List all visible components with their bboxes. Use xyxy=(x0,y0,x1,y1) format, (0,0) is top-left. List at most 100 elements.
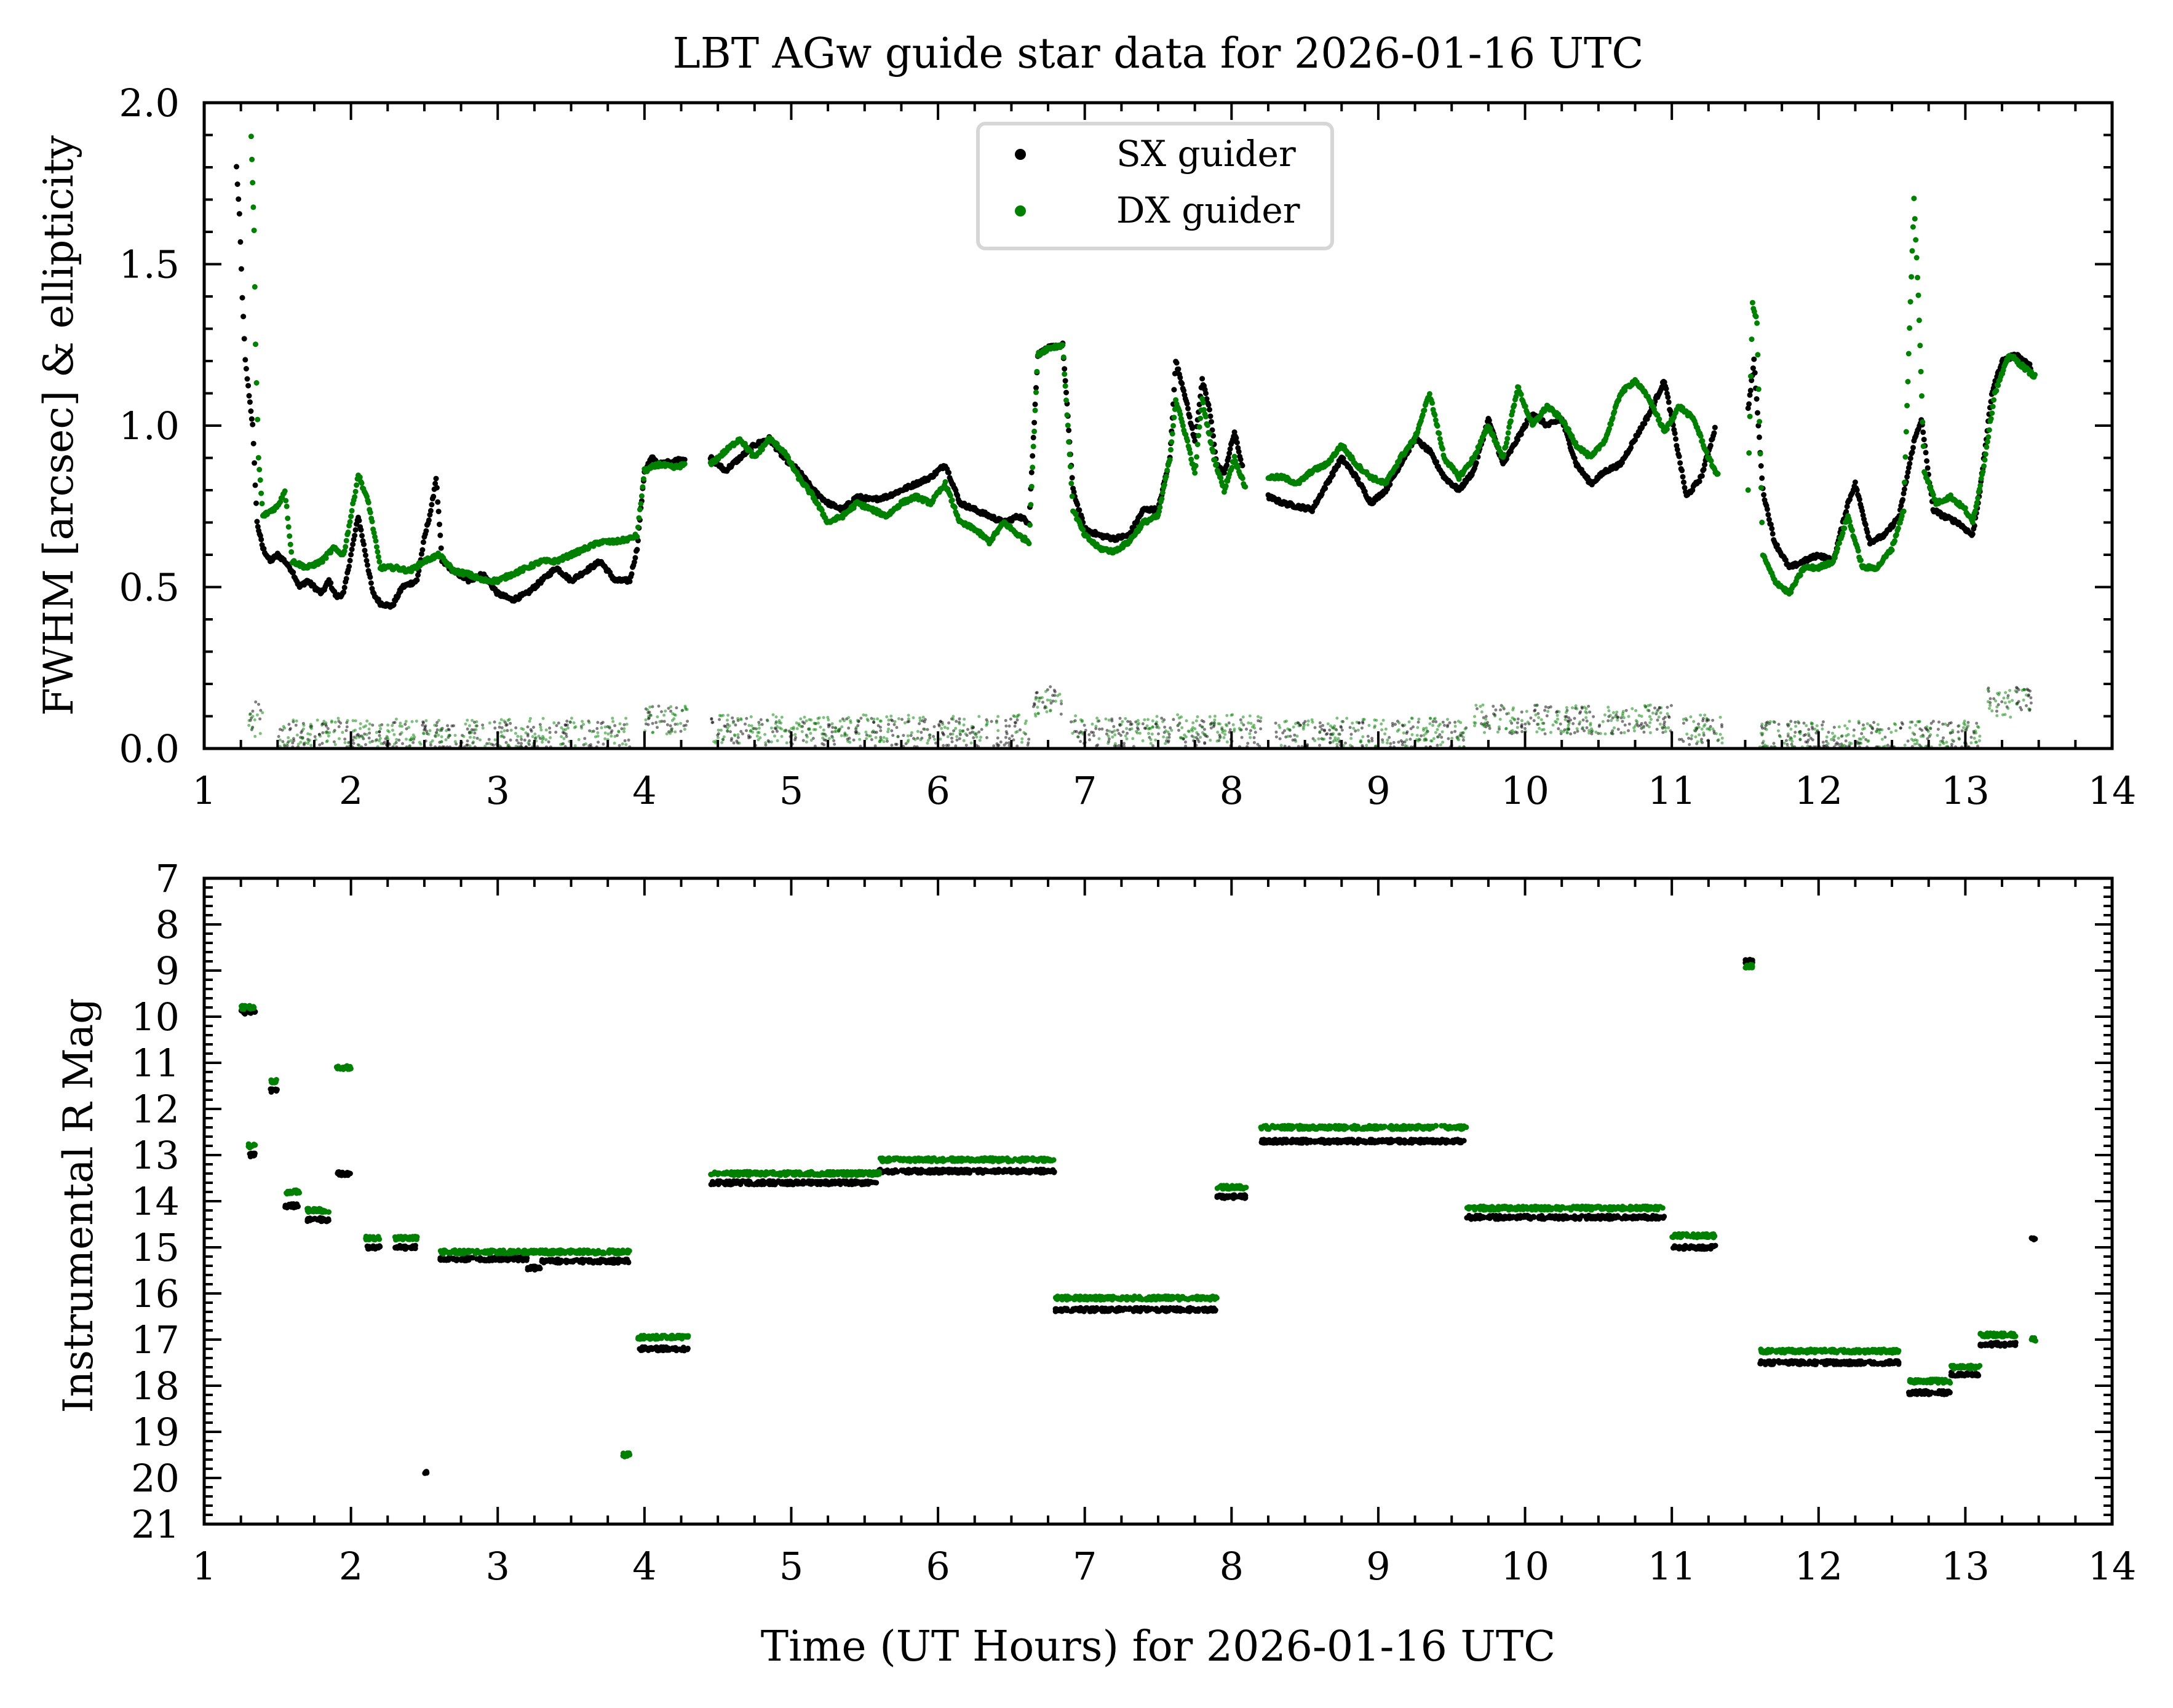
data-point xyxy=(418,551,424,557)
data-point xyxy=(254,700,258,704)
data-point xyxy=(909,734,913,737)
data-point xyxy=(1920,443,1926,450)
data-point xyxy=(1143,726,1146,730)
data-point xyxy=(253,380,260,386)
data-point xyxy=(749,735,752,739)
data-point xyxy=(362,547,368,554)
data-point xyxy=(509,738,512,742)
data-point xyxy=(1026,541,1032,547)
data-point xyxy=(1962,505,1968,511)
data-point xyxy=(1720,725,1723,729)
data-point xyxy=(432,480,439,487)
data-point xyxy=(718,718,721,721)
data-point xyxy=(1203,741,1207,744)
data-point xyxy=(1669,704,1673,707)
data-point xyxy=(435,728,439,732)
data-point xyxy=(250,440,256,447)
data-point xyxy=(288,727,292,730)
data-point xyxy=(1559,722,1562,726)
data-point xyxy=(1013,725,1017,728)
data-point xyxy=(252,482,258,488)
data-point xyxy=(1194,442,1201,448)
data-point xyxy=(1909,274,1915,280)
data-point xyxy=(246,393,252,399)
data-point xyxy=(1227,446,1233,452)
data-point xyxy=(1910,445,1916,451)
data-point xyxy=(980,728,983,731)
data-point xyxy=(1755,410,1760,416)
data-point xyxy=(1972,508,1978,514)
data-point xyxy=(1416,720,1420,724)
data-point xyxy=(343,576,349,582)
data-point xyxy=(1982,451,1988,457)
data-point xyxy=(1677,460,1683,466)
data-point xyxy=(1887,727,1891,731)
data-point xyxy=(926,728,929,731)
data-point xyxy=(352,488,359,495)
data-point xyxy=(1969,736,1973,739)
data-point xyxy=(1194,454,1200,460)
data-point xyxy=(1135,726,1139,729)
data-point xyxy=(281,740,285,744)
data-point xyxy=(1858,557,1864,563)
data-point xyxy=(745,729,748,733)
data-point xyxy=(972,736,975,739)
data-point xyxy=(996,736,999,740)
data-point xyxy=(349,507,355,514)
data-point xyxy=(1129,723,1132,726)
data-point xyxy=(1789,720,1793,723)
data-point xyxy=(1117,732,1121,736)
data-point xyxy=(1443,723,1446,727)
data-point xyxy=(1009,717,1012,721)
data-point xyxy=(1157,504,1163,510)
data-point xyxy=(890,744,894,747)
data-point xyxy=(1059,712,1063,716)
data-point xyxy=(1974,499,1980,506)
data-point xyxy=(1436,431,1442,437)
data-point xyxy=(1904,474,1910,480)
data-point xyxy=(253,341,258,348)
data-point xyxy=(1063,397,1069,403)
data-point xyxy=(1571,722,1575,725)
data-point xyxy=(368,580,374,586)
data-point xyxy=(1749,336,1755,343)
data-point xyxy=(1283,729,1286,733)
data-point xyxy=(1329,736,1332,740)
data-point xyxy=(236,211,242,217)
data-point xyxy=(1902,454,1909,460)
data-point xyxy=(526,734,530,737)
data-point xyxy=(1747,413,1753,419)
data-point xyxy=(1712,424,1718,431)
data-point xyxy=(255,416,261,423)
data-point xyxy=(954,744,958,748)
data-point xyxy=(1794,720,1797,724)
data-point xyxy=(660,710,663,713)
top-panel: 1 2 3 4 5 6 7 8 9 10 11 12 13 14 0.00.51.01.52.0 FWHM… xyxy=(35,81,2136,813)
data-point xyxy=(1204,423,1210,428)
data-point xyxy=(251,709,255,713)
data-point xyxy=(951,504,958,510)
data-point xyxy=(876,724,880,728)
data-point xyxy=(1919,393,1925,399)
data-point xyxy=(1917,343,1923,349)
data-point xyxy=(375,554,381,560)
data-point xyxy=(548,726,552,730)
data-point xyxy=(1841,525,1848,531)
data-point xyxy=(1856,496,1862,502)
data-point xyxy=(1754,320,1760,326)
data-point xyxy=(1520,730,1524,733)
data-point xyxy=(1227,721,1231,725)
data-point xyxy=(686,720,689,723)
data-point xyxy=(1504,435,1511,442)
data-point xyxy=(526,725,530,729)
data-point xyxy=(1920,419,1926,425)
data-point xyxy=(1167,457,1173,463)
data-point xyxy=(1234,440,1240,446)
data-point xyxy=(1401,741,1404,744)
data-point xyxy=(344,729,348,733)
data-point xyxy=(1533,709,1537,712)
data-point xyxy=(1172,718,1175,721)
data-point xyxy=(1852,479,1858,485)
data-point xyxy=(517,741,520,745)
